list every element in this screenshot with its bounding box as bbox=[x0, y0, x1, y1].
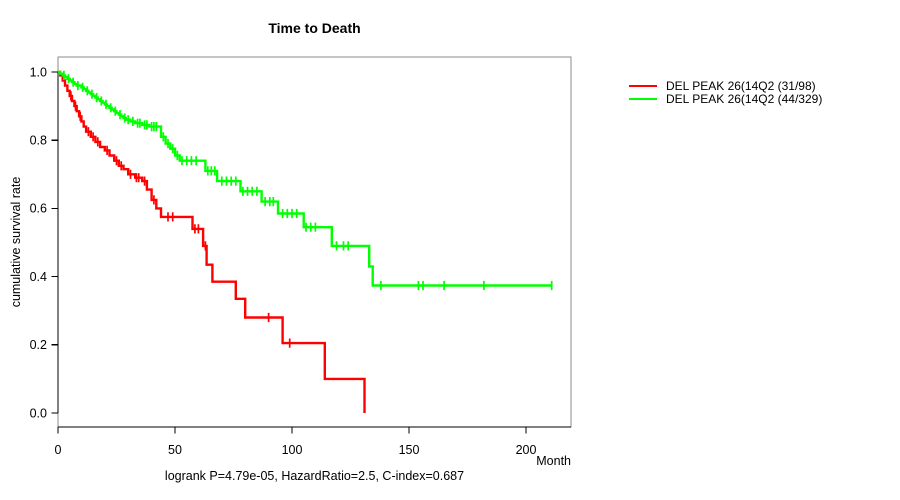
page-title: Time to Death bbox=[268, 20, 361, 36]
y-tick-label: 0.8 bbox=[30, 134, 47, 148]
x-tick-label: 50 bbox=[168, 443, 182, 457]
x-tick-label: 200 bbox=[516, 443, 537, 457]
legend: DEL PEAK 26(14Q2 (31/98) DEL PEAK 26(14Q… bbox=[629, 80, 822, 105]
green-survival-curve bbox=[58, 70, 552, 287]
legend-label: DEL PEAK 26(14Q2 (44/329) bbox=[666, 92, 823, 106]
stats-annotation: logrank P=4.79e-05, HazardRatio=2.5, C-i… bbox=[164, 469, 465, 483]
red-line-swatch bbox=[629, 84, 657, 88]
green-line-swatch bbox=[629, 97, 657, 101]
x-tick-label: 0 bbox=[55, 443, 62, 457]
plot-box bbox=[57, 56, 572, 428]
green-censor-marks bbox=[63, 70, 553, 291]
red-survival-curve bbox=[58, 70, 366, 413]
y-tick-label: 1.0 bbox=[30, 65, 47, 79]
x-tick-label: 150 bbox=[399, 443, 420, 457]
y-tick-label: 0.6 bbox=[30, 202, 47, 216]
y-tick-label: 0.0 bbox=[30, 406, 47, 420]
x-tick-label: 100 bbox=[282, 443, 303, 457]
red-censor-marks bbox=[70, 91, 291, 348]
legend-item-red-group: DEL PEAK 26(14Q2 (31/98) bbox=[629, 80, 822, 92]
y-axis-label: cumulative survival rate bbox=[9, 176, 23, 308]
y-tick-label: 0.2 bbox=[30, 338, 47, 352]
x-axis-label: Month bbox=[536, 454, 571, 468]
legend-item-green-group: DEL PEAK 26(14Q2 (44/329) bbox=[629, 93, 822, 105]
legend-label: DEL PEAK 26(14Q2 (31/98) bbox=[666, 79, 816, 93]
y-tick-label: 0.4 bbox=[30, 270, 47, 284]
